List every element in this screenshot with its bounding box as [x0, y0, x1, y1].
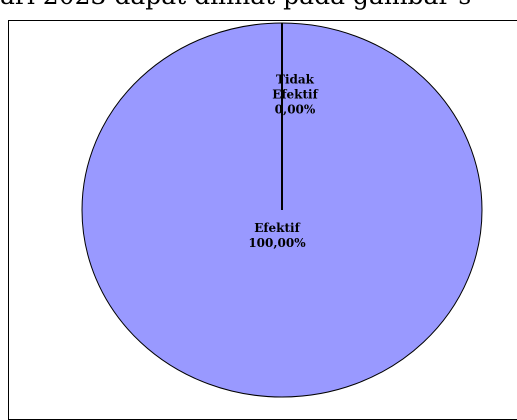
data-label-tidak-efektif-line-3: 0,00%: [275, 103, 316, 117]
pie-slices: [81, 22, 483, 398]
data-label-efektif-line-2: 100,00%: [248, 236, 306, 250]
data-label-efektif-line-1: Efektif: [254, 221, 300, 235]
document-text-line: ari 2023 dapat dilihat pada gambar s: [0, 0, 517, 10]
data-label-tidak-efektif-line-2: Efektif: [272, 88, 318, 102]
data-label-tidak-efektif-line-1: Tidak: [276, 73, 315, 87]
